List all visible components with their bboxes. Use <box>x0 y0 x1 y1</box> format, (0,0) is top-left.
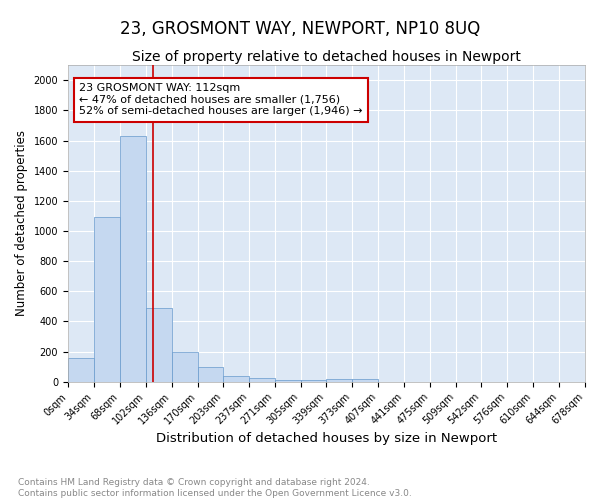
Text: 23 GROSMONT WAY: 112sqm
← 47% of detached houses are smaller (1,756)
52% of semi: 23 GROSMONT WAY: 112sqm ← 47% of detache… <box>79 84 363 116</box>
Bar <box>352 379 379 382</box>
Bar <box>120 136 146 382</box>
Bar <box>197 366 223 382</box>
Bar <box>94 218 120 382</box>
Bar <box>301 380 326 382</box>
Bar <box>172 352 197 382</box>
Text: Contains HM Land Registry data © Crown copyright and database right 2024.
Contai: Contains HM Land Registry data © Crown c… <box>18 478 412 498</box>
Y-axis label: Number of detached properties: Number of detached properties <box>15 130 28 316</box>
Bar <box>326 379 352 382</box>
Bar <box>248 378 275 382</box>
Bar <box>223 376 248 382</box>
Title: Size of property relative to detached houses in Newport: Size of property relative to detached ho… <box>132 50 521 64</box>
Bar <box>68 358 94 382</box>
X-axis label: Distribution of detached houses by size in Newport: Distribution of detached houses by size … <box>156 432 497 445</box>
Bar <box>146 308 172 382</box>
Text: 23, GROSMONT WAY, NEWPORT, NP10 8UQ: 23, GROSMONT WAY, NEWPORT, NP10 8UQ <box>120 20 480 38</box>
Bar <box>275 380 301 382</box>
